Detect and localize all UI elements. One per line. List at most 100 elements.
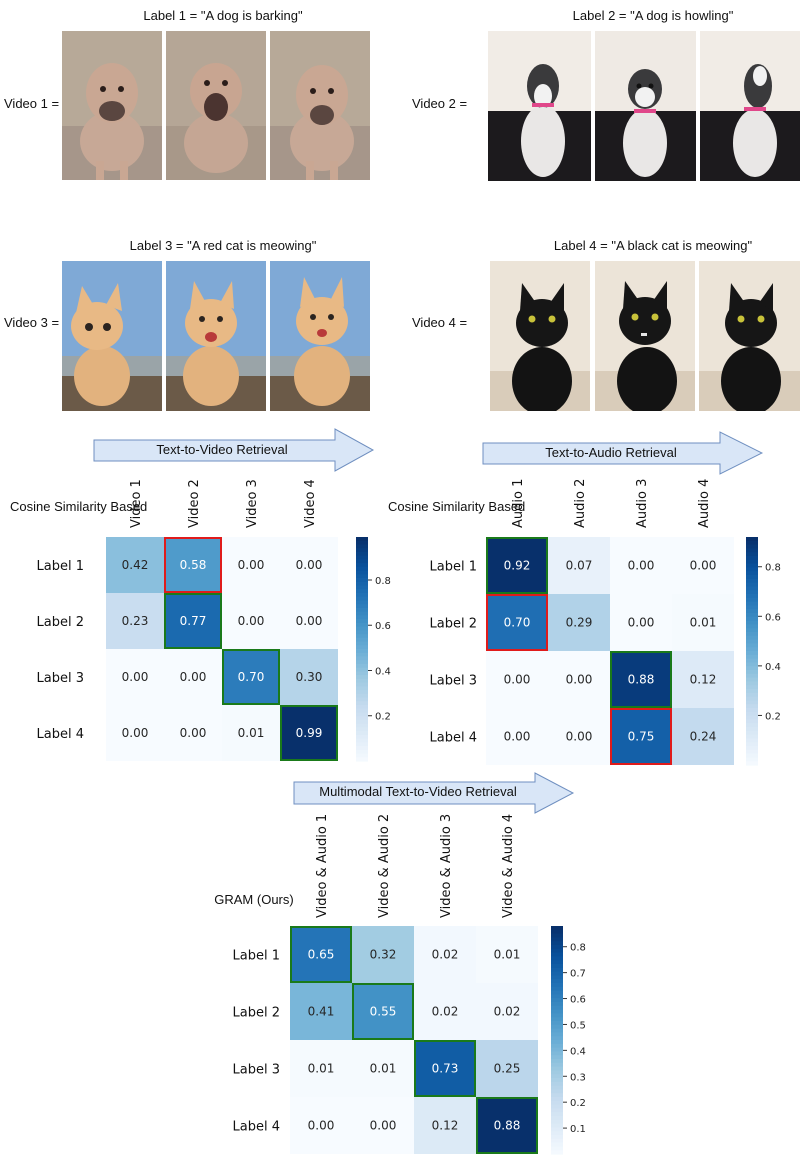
heatmap-cell <box>290 1097 352 1154</box>
row-label: Label 2 <box>37 615 84 630</box>
column-label: Video & Audio 4 <box>501 814 516 918</box>
row-label: Label 1 <box>233 949 280 964</box>
colorbar-segment <box>551 1074 563 1079</box>
colorbar-segment <box>551 1131 563 1136</box>
highlight-correct <box>352 983 414 1040</box>
highlight-wrong <box>486 594 548 651</box>
colorbar-segment <box>746 552 758 557</box>
colorbar-segment <box>356 589 368 594</box>
colorbar-segment <box>746 548 758 553</box>
colorbar-tick-label: 0.5 <box>570 1020 586 1031</box>
colorbar-tick-label: 0.4 <box>765 662 781 673</box>
heatmap-cell <box>476 983 538 1040</box>
cell-value: 0.00 <box>238 614 265 628</box>
heatmap-text-to-video: 0.42 0.58 0.00 0.00 0.23 0.77 0.00 0.00 0.00 0.00… <box>37 479 391 762</box>
cell-value: 0.30 <box>296 670 323 684</box>
cell-value: 0.07 <box>566 559 593 573</box>
cell-value: 0.00 <box>628 559 655 573</box>
colorbar-segment <box>356 622 368 628</box>
colorbar-segment <box>551 1135 563 1140</box>
colorbar-segment <box>746 651 758 656</box>
colorbar-segment <box>356 660 368 665</box>
heatmap-cell <box>486 708 548 765</box>
video-4-frame-3 <box>699 261 800 411</box>
colorbar-segment <box>746 746 758 751</box>
colorbar-segment <box>746 624 758 629</box>
colorbar-segment <box>746 673 758 679</box>
colorbar-segment <box>356 600 368 605</box>
colorbar-segment <box>746 635 758 641</box>
colorbar-tick-label: 0.4 <box>570 1046 586 1057</box>
colorbar-segment <box>551 967 563 973</box>
heatmap-cell <box>164 705 222 761</box>
column-label: Video 2 <box>187 479 202 528</box>
colorbar-segment <box>356 578 368 583</box>
colorbar-segment <box>356 701 368 706</box>
colorbar-segment <box>746 571 758 576</box>
colorbar-segment <box>551 1024 563 1030</box>
column-label: Video 3 <box>245 479 260 528</box>
heatmap-cell <box>290 983 352 1040</box>
highlight-correct <box>222 649 280 705</box>
heatmap-cell <box>486 594 548 651</box>
colorbar-segment <box>746 685 758 690</box>
colorbar-segment <box>746 761 758 766</box>
cell-value: 0.01 <box>308 1062 335 1076</box>
colorbar-segment <box>551 1104 563 1109</box>
heatmap-cell <box>106 705 164 761</box>
heatmap-cell <box>414 1097 476 1154</box>
highlight-correct <box>486 537 548 594</box>
heatmap-cell <box>610 708 672 765</box>
heatmap-cell <box>290 1040 352 1097</box>
heatmap-cell <box>486 537 548 594</box>
heatmap-cell <box>486 651 548 708</box>
colorbar-segment <box>551 1040 563 1045</box>
highlight-correct <box>414 1040 476 1097</box>
colorbar-segment <box>551 994 563 999</box>
colorbar-tick-label: 0.7 <box>570 969 586 980</box>
cell-value: 0.92 <box>504 559 531 573</box>
video-2-row-label: Video 2 = <box>412 96 468 111</box>
cell-value: 0.55 <box>370 1005 397 1019</box>
cell-value: 0.75 <box>628 730 655 744</box>
row-label: Label 2 <box>430 617 477 632</box>
cell-value: 0.32 <box>370 948 397 962</box>
cell-value: 0.02 <box>494 1005 521 1019</box>
colorbar-segment <box>746 567 758 572</box>
colorbar-segment <box>356 675 368 680</box>
colorbar-segment <box>746 559 758 565</box>
colorbar-segment <box>356 619 368 624</box>
video-1-caption: Label 1 = "A dog is barking" <box>143 8 303 23</box>
colorbar-segment <box>356 649 368 654</box>
colorbar-tick-label: 0.8 <box>375 576 391 587</box>
heatmap-cell <box>476 1040 538 1097</box>
heatmap-cell <box>106 537 164 593</box>
colorbar-segment <box>551 926 563 931</box>
heatmap-cell <box>164 593 222 649</box>
video-1-frame-3 <box>270 31 370 180</box>
colorbar-segment <box>746 544 758 549</box>
colorbar-segment <box>356 555 368 560</box>
heatmap-cell <box>672 708 734 765</box>
heatmap-cell <box>414 983 476 1040</box>
colorbar-segment <box>356 548 368 553</box>
cell-value: 0.01 <box>690 616 717 630</box>
heatmap-cell <box>610 651 672 708</box>
colorbar-segment <box>746 738 758 743</box>
video-4-row-label: Video 4 = <box>412 315 468 330</box>
cell-value: 0.41 <box>308 1005 335 1019</box>
colorbar-segment <box>746 666 758 671</box>
cell-value: 0.01 <box>370 1062 397 1076</box>
colorbar-segment <box>746 628 758 633</box>
colorbar-segment <box>551 1051 563 1056</box>
colorbar-segment <box>551 1047 563 1052</box>
colorbar-segment <box>356 727 368 732</box>
video-2-caption: Label 2 = "A dog is howling" <box>572 8 734 23</box>
colorbar-segment <box>746 719 758 724</box>
heatmap-cell <box>106 593 164 649</box>
row-label: Label 4 <box>37 727 84 742</box>
column-label: Audio 2 <box>573 479 588 528</box>
column-label: Audio 3 <box>635 479 650 528</box>
column-label: Video & Audio 1 <box>315 814 330 918</box>
colorbar-segment <box>356 611 368 616</box>
